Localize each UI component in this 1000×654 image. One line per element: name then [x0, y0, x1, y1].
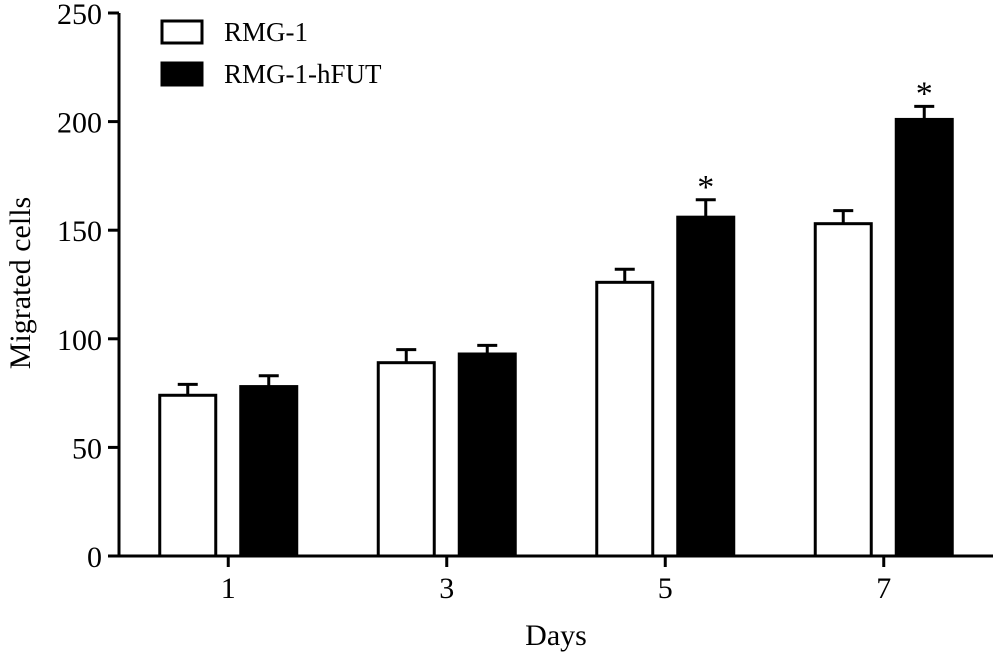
error-bar	[396, 348, 417, 363]
legend: RMG-1 RMG-1-hFUT	[160, 17, 382, 89]
y-tick-label: 100	[57, 324, 102, 357]
x-tick-label: 5	[658, 572, 673, 605]
x-axis-title: Days	[525, 619, 587, 652]
x-axis-ticks: 1 3 5 7	[221, 556, 891, 605]
y-tick-label: 200	[57, 107, 102, 140]
error-bar	[477, 343, 498, 355]
y-tick-label: 50	[72, 432, 102, 465]
bar-rmg-1-hfut-day-3	[457, 352, 517, 558]
significance-marker: *	[916, 75, 933, 112]
y-tick-label: 0	[87, 541, 102, 574]
y-tick-label: 150	[57, 215, 102, 248]
y-axis-ticks: 0 50 100 150 200 250	[57, 0, 119, 574]
x-tick-label: 1	[221, 572, 236, 605]
bar-rmg-1-hfut-day-5	[676, 215, 736, 558]
bar-rmg-1-day-7	[813, 222, 873, 558]
legend-label: RMG-1-hFUT	[224, 59, 382, 89]
error-bar	[614, 267, 635, 283]
legend-label: RMG-1	[224, 17, 308, 47]
error-bar	[695, 198, 716, 218]
y-tick-label: 250	[57, 0, 102, 31]
legend-swatch	[160, 61, 204, 87]
significance-marker: *	[697, 169, 714, 206]
error-bar	[833, 209, 854, 224]
bar-rmg-1-hfut-day-7	[894, 117, 954, 558]
x-tick-label: 3	[439, 572, 454, 605]
bar-rmg-1-day-5	[595, 280, 655, 558]
y-axis-title: Migrated cells	[4, 197, 37, 369]
bar-rmg-1-day-3	[376, 361, 436, 558]
bar-rmg-1-hfut-day-1	[239, 385, 299, 558]
error-bar	[914, 104, 935, 120]
legend-swatch	[160, 19, 204, 45]
bar-rmg-1-day-1	[158, 393, 218, 558]
error-bar	[258, 374, 279, 387]
error-bar	[177, 382, 198, 396]
bars: **	[158, 75, 954, 558]
x-tick-label: 7	[876, 572, 891, 605]
